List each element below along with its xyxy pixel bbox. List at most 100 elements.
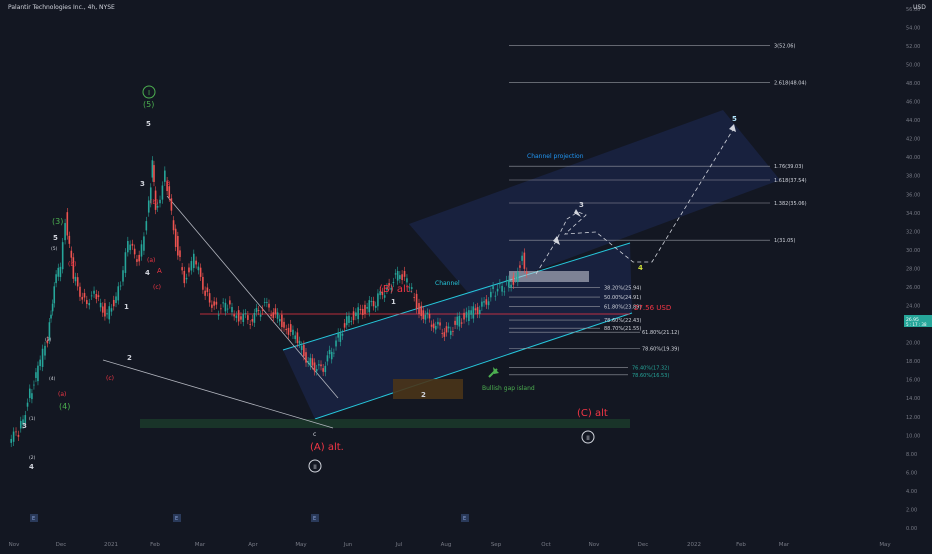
- candle-body: [10, 438, 13, 443]
- earnings-marker[interactable]: [30, 514, 38, 522]
- candle-body: [337, 332, 339, 338]
- candle-body: [249, 324, 251, 325]
- wave-label-3-a: 3: [140, 180, 145, 188]
- candle-body: [447, 326, 450, 329]
- candle-body: [328, 349, 331, 355]
- candle-body: [145, 221, 148, 231]
- candle-body: [283, 321, 285, 328]
- x-tick-label: Jul: [395, 542, 403, 548]
- candle-body: [79, 286, 81, 297]
- wave-label-red-B: B: [166, 180, 170, 187]
- wave-label-green-4: (4): [59, 402, 70, 411]
- candle-body: [463, 312, 465, 320]
- candle-body: [478, 309, 481, 314]
- candle-body: [261, 309, 264, 311]
- candle-body: [217, 314, 220, 316]
- wave-label-5-proj: 5: [732, 115, 737, 123]
- earnings-marker[interactable]: [311, 514, 319, 522]
- candle-body: [460, 322, 463, 324]
- candle-body: [104, 303, 106, 317]
- gap-island-box: [393, 379, 463, 399]
- last-price-label: 27.56 USD: [634, 304, 671, 312]
- candle-body: [168, 186, 171, 198]
- candle-body: [170, 198, 173, 211]
- candle-body: [501, 285, 503, 292]
- candle-body: [215, 301, 218, 305]
- candle-body: [124, 252, 127, 273]
- candle-body: [108, 306, 111, 320]
- y-tick-label: 6.00: [906, 470, 917, 476]
- y-tick-label: 50.00: [906, 63, 920, 69]
- candle-body: [472, 306, 475, 319]
- candle-body: [521, 255, 523, 261]
- y-tick-label: 2.00: [906, 507, 917, 513]
- candle-body: [37, 365, 39, 382]
- candle-body: [300, 345, 303, 350]
- candle-body: [55, 274, 57, 284]
- candle-body: [153, 165, 155, 182]
- candle-body: [452, 331, 454, 332]
- y-tick-label: 16.00: [906, 378, 920, 384]
- candle-body: [151, 160, 154, 178]
- candle-body: [381, 291, 384, 296]
- candle-body: [183, 270, 186, 284]
- candle-body: [240, 316, 242, 320]
- candle-body: [503, 291, 506, 293]
- candle-body: [322, 368, 324, 372]
- candle-body: [115, 296, 117, 304]
- candle-body: [266, 302, 268, 303]
- channel-zone: [283, 243, 632, 419]
- annotation-bullish-gap-island: Bullish gap island: [482, 385, 535, 392]
- candle-body: [324, 365, 327, 373]
- wave-label-3-b: 3: [22, 422, 27, 430]
- circled-label-ii-b: II: [586, 435, 590, 442]
- candle-body: [274, 308, 277, 314]
- wave-label-red-a-1: (a): [58, 391, 66, 398]
- candle-body: [93, 290, 95, 294]
- x-tick-label: Nov: [9, 542, 20, 548]
- earnings-marker[interactable]: [173, 514, 181, 522]
- fib-level-label: 3(52.06): [774, 43, 795, 49]
- candle-body: [263, 302, 266, 303]
- candle-body: [370, 301, 373, 303]
- x-tick-label: Sep: [491, 542, 502, 548]
- circled-label-ii-a: II: [313, 464, 317, 471]
- candle-body: [523, 252, 526, 269]
- candle-body: [195, 260, 197, 265]
- candle-body: [379, 291, 381, 296]
- candle-body: [432, 323, 435, 329]
- candle-body: [392, 282, 395, 283]
- candle-body: [276, 312, 279, 319]
- candle-body: [386, 287, 388, 290]
- candle-body: [303, 344, 305, 357]
- candle-body: [454, 320, 456, 325]
- candle-body: [428, 313, 431, 319]
- candle-body: [510, 284, 512, 288]
- candle-body: [320, 364, 322, 367]
- candle-body: [259, 314, 262, 317]
- candle-body: [22, 419, 24, 425]
- candle-body: [352, 311, 355, 321]
- projection-path: [535, 127, 735, 275]
- fib-level-label: 88.70%(21.55): [604, 326, 641, 332]
- price-series: [10, 156, 528, 448]
- candle-body: [422, 310, 425, 319]
- earnings-marker[interactable]: [461, 514, 469, 522]
- candle-body: [456, 316, 459, 326]
- candle-body: [70, 250, 73, 258]
- candle-body: [333, 352, 335, 354]
- y-tick-label: 40.00: [906, 155, 920, 161]
- candle-body: [95, 293, 98, 300]
- candle-body: [408, 287, 411, 289]
- candle-body: [374, 305, 377, 308]
- fib-level-label: 61.80%(21.12): [642, 330, 679, 336]
- candle-body: [90, 295, 93, 297]
- candle-body: [192, 253, 195, 269]
- fib-level-label: 78.60%(22.43): [604, 318, 641, 324]
- y-tick-label: 30.00: [906, 248, 920, 254]
- candle-body: [485, 299, 488, 305]
- candle-body: [388, 283, 390, 286]
- candle-body: [74, 276, 77, 282]
- candle-body: [143, 236, 145, 251]
